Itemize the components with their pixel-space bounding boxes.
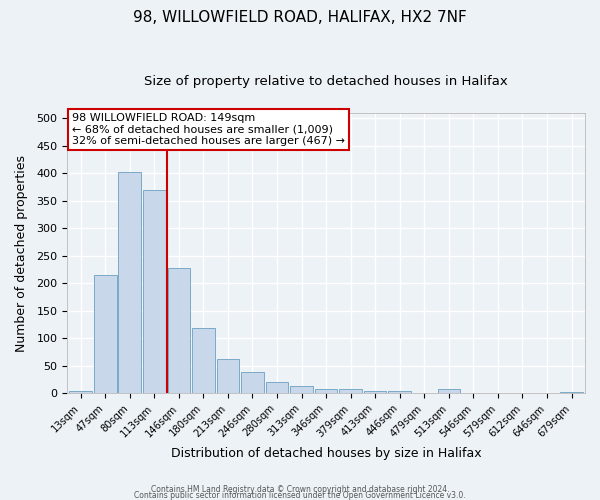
Y-axis label: Number of detached properties: Number of detached properties — [15, 154, 28, 352]
Bar — [192, 328, 215, 394]
Text: 98 WILLOWFIELD ROAD: 149sqm
← 68% of detached houses are smaller (1,009)
32% of : 98 WILLOWFIELD ROAD: 149sqm ← 68% of det… — [73, 113, 346, 146]
Bar — [560, 392, 583, 394]
Bar — [94, 275, 116, 394]
Bar — [143, 190, 166, 394]
Bar — [388, 390, 411, 394]
Text: 98, WILLOWFIELD ROAD, HALIFAX, HX2 7NF: 98, WILLOWFIELD ROAD, HALIFAX, HX2 7NF — [133, 10, 467, 25]
Text: Contains HM Land Registry data © Crown copyright and database right 2024.: Contains HM Land Registry data © Crown c… — [151, 485, 449, 494]
Bar — [217, 358, 239, 394]
X-axis label: Distribution of detached houses by size in Halifax: Distribution of detached houses by size … — [171, 447, 481, 460]
Bar — [266, 382, 288, 394]
Bar — [340, 390, 362, 394]
Bar — [290, 386, 313, 394]
Bar — [118, 172, 141, 394]
Bar — [70, 390, 92, 394]
Bar — [315, 390, 337, 394]
Text: Contains public sector information licensed under the Open Government Licence v3: Contains public sector information licen… — [134, 490, 466, 500]
Bar — [167, 268, 190, 394]
Bar — [437, 390, 460, 394]
Bar — [241, 372, 264, 394]
Bar — [364, 390, 386, 394]
Title: Size of property relative to detached houses in Halifax: Size of property relative to detached ho… — [144, 75, 508, 88]
